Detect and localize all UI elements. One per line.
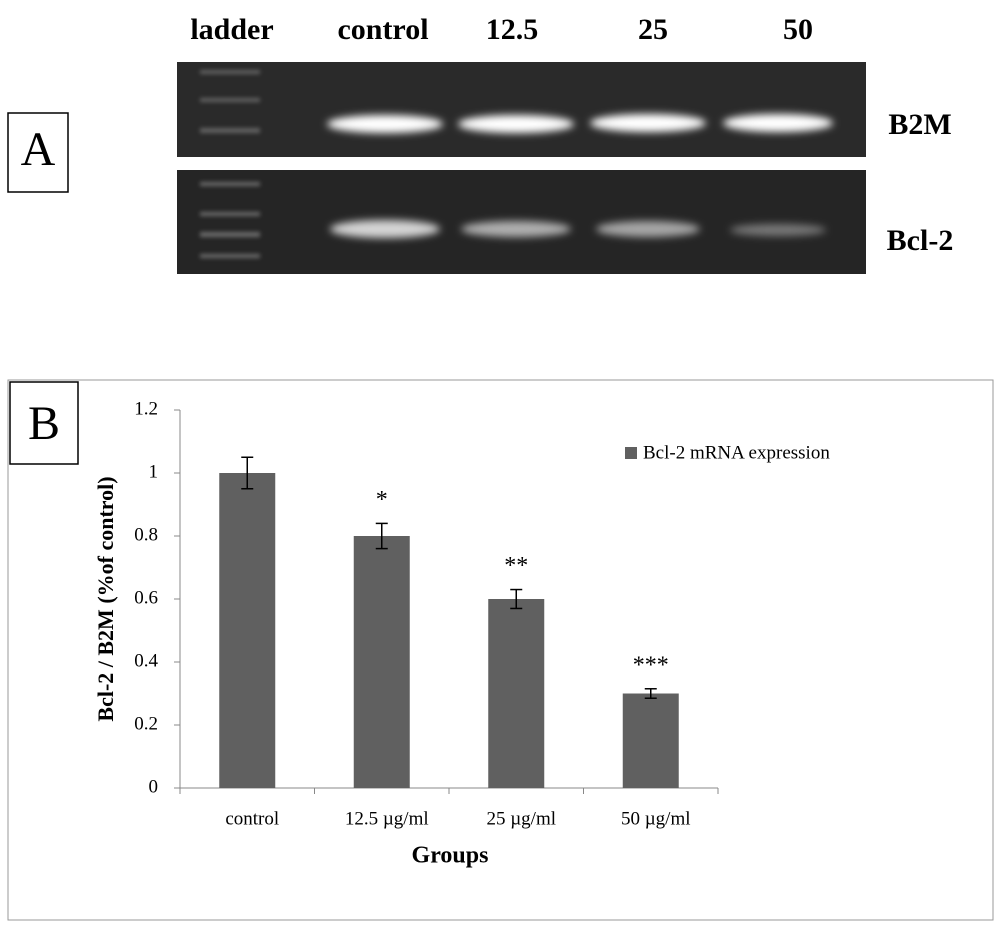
panel-box [9,381,79,465]
lane-label: 50 [783,13,813,46]
y-axis-label: Bcl-2 / B2M (%of control) [93,476,118,721]
lane-label: 12.5 [486,13,539,46]
panel-label: B [28,397,60,450]
panel-box [7,112,69,193]
lane-label: 25 [638,13,668,46]
x-tick-label: 12.5 µg/ml [345,808,429,829]
bar [353,536,410,788]
y-tick-label: 0 [149,776,159,797]
gel-bottom [177,170,866,274]
gel-top [177,62,866,157]
band-label: Bcl-2 [887,224,954,257]
x-axis-label: Groups [412,843,489,869]
x-tick-label: 25 µg/ml [486,808,556,829]
bar [219,473,276,788]
significance: * [376,487,388,513]
bar [488,599,545,788]
y-tick-label: 1 [149,461,159,482]
significance: ** [504,553,528,579]
x-tick-label: control [225,808,279,829]
bar [622,693,679,788]
legend-swatch [625,447,637,459]
panel-label: A [21,123,56,176]
band-label: B2M [888,108,951,141]
y-tick-label: 1.2 [134,398,158,419]
y-tick-label: 0.8 [134,524,158,545]
legend-label: Bcl-2 mRNA expression [643,442,830,463]
lane-label: control [337,13,428,46]
significance: *** [633,652,669,678]
lane-label: ladder [190,13,273,46]
x-tick-label: 50 µg/ml [621,808,691,829]
y-tick-label: 0.6 [134,587,158,608]
y-tick-label: 0.4 [134,650,158,671]
y-tick-label: 0.2 [134,713,158,734]
